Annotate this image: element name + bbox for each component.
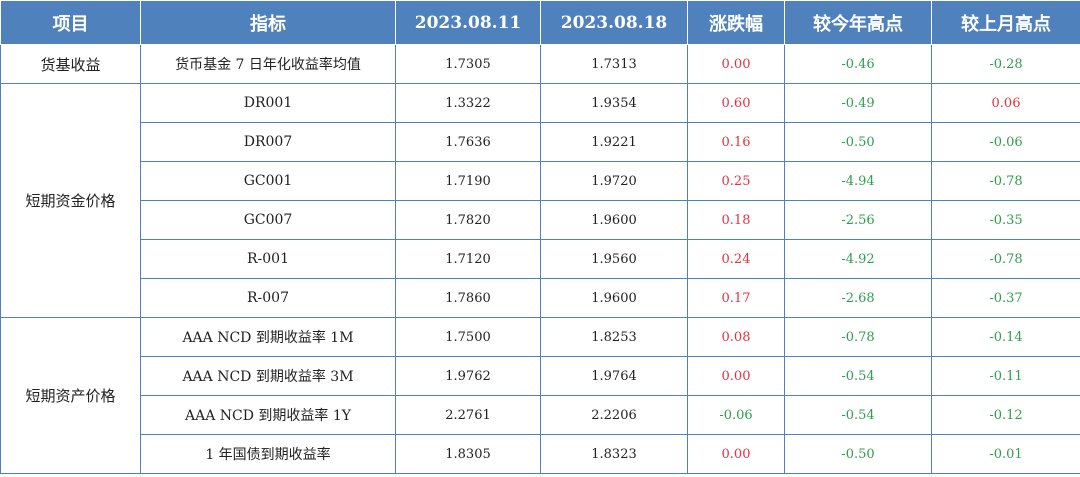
value-2023-08-18-cell: 1.9600 <box>540 200 688 240</box>
header-vs-month-high: 较上月高点 <box>931 0 1080 45</box>
vs-month-high-cell: -0.12 <box>931 395 1080 435</box>
indicator-cell: GC001 <box>140 161 396 201</box>
table-row: AAA NCD 到期收益率 3M 1.9762 1.9764 0.00 -0.54 -0.… <box>1 356 1080 396</box>
value-2023-08-18-cell: 1.9764 <box>540 356 688 396</box>
vs-month-high-cell: -0.28 <box>931 44 1080 84</box>
value-2023-08-11-cell: 1.7190 <box>395 161 541 201</box>
value-2023-08-11-cell: 2.2761 <box>395 395 541 435</box>
vs-month-high-cell: -0.78 <box>931 161 1080 201</box>
category-cell: 货基收益 <box>0 44 141 84</box>
value-2023-08-18-cell: 1.8253 <box>540 317 688 357</box>
header-date-1: 2023.08.11 <box>395 0 541 45</box>
value-2023-08-11-cell: 1.7636 <box>395 122 541 162</box>
change-cell: 0.00 <box>687 434 785 474</box>
header-date-2: 2023.08.18 <box>540 0 688 45</box>
value-2023-08-18-cell: 1.8323 <box>540 434 688 474</box>
vs-year-high-cell: -0.50 <box>784 434 932 474</box>
table-row: 1 年国债到期收益率 1.8305 1.8323 0.00 -0.50 -0.01 <box>1 434 1080 474</box>
value-2023-08-11-cell: 1.7120 <box>395 239 541 279</box>
change-cell: -0.06 <box>687 395 785 435</box>
vs-year-high-cell: -0.50 <box>784 122 932 162</box>
indicator-cell: R-007 <box>140 278 396 318</box>
vs-month-high-cell: -0.37 <box>931 278 1080 318</box>
indicator-cell: GC007 <box>140 200 396 240</box>
vs-month-high-cell: -0.14 <box>931 317 1080 357</box>
vs-year-high-cell: -4.92 <box>784 239 932 279</box>
vs-year-high-cell: -0.54 <box>784 395 932 435</box>
change-cell: 0.18 <box>687 200 785 240</box>
header-row: 项目 指标 2023.08.11 2023.08.18 涨跌幅 较今年高点 较上… <box>0 0 1080 45</box>
vs-month-high-cell: -0.06 <box>931 122 1080 162</box>
vs-month-high-cell: -0.01 <box>931 434 1080 474</box>
table-row: 短期资产价格 AAA NCD 到期收益率 1M 1.7500 1.8253 0.08 -0… <box>0 317 1080 474</box>
indicator-cell: AAA NCD 到期收益率 3M <box>140 356 396 396</box>
change-cell: 0.60 <box>687 83 785 123</box>
value-2023-08-11-cell: 1.7860 <box>395 278 541 318</box>
category-cell: 短期资金价格 <box>0 83 141 318</box>
change-cell: 0.17 <box>687 278 785 318</box>
vs-year-high-cell: -0.49 <box>784 83 932 123</box>
table-row: AAA NCD 到期收益率 1Y 2.2761 2.2206 -0.06 -0.54 -0… <box>1 395 1080 435</box>
value-2023-08-18-cell: 1.9720 <box>540 161 688 201</box>
table-row: R-007 1.7860 1.9600 0.17 -2.68 -0.37 <box>1 278 1080 318</box>
indicator-cell: DR007 <box>140 122 396 162</box>
value-2023-08-18-cell: 1.9221 <box>540 122 688 162</box>
value-2023-08-18-cell: 1.9354 <box>540 83 688 123</box>
change-cell: 0.16 <box>687 122 785 162</box>
vs-year-high-cell: -0.78 <box>784 317 932 357</box>
vs-year-high-cell: -0.54 <box>784 356 932 396</box>
change-cell: 0.24 <box>687 239 785 279</box>
table-row: GC007 1.7820 1.9600 0.18 -2.56 -0.35 <box>1 200 1080 240</box>
table-row: DR007 1.7636 1.9221 0.16 -0.50 -0.06 <box>1 122 1080 162</box>
value-2023-08-11-cell: 1.7500 <box>395 317 541 357</box>
indicator-cell: AAA NCD 到期收益率 1M <box>140 317 396 357</box>
value-2023-08-11-cell: 1.8305 <box>395 434 541 474</box>
value-2023-08-18-cell: 2.2206 <box>540 395 688 435</box>
value-2023-08-18-cell: 1.9600 <box>540 278 688 318</box>
value-2023-08-11-cell: 1.9762 <box>395 356 541 396</box>
change-cell: 0.25 <box>687 161 785 201</box>
indicator-cell: 1 年国债到期收益率 <box>140 434 396 474</box>
vs-month-high-cell: -0.35 <box>931 200 1080 240</box>
value-2023-08-18-cell: 1.7313 <box>540 44 688 84</box>
vs-year-high-cell: -4.94 <box>784 161 932 201</box>
indicator-cell: 货币基金 7 日年化收益率均值 <box>140 44 396 84</box>
vs-year-high-cell: -2.56 <box>784 200 932 240</box>
value-2023-08-18-cell: 1.9560 <box>540 239 688 279</box>
indicator-cell: R-001 <box>140 239 396 279</box>
indicator-cell: AAA NCD 到期收益率 1Y <box>140 395 396 435</box>
vs-month-high-cell: -0.78 <box>931 239 1080 279</box>
header-indicator: 指标 <box>140 0 396 45</box>
table-row: GC001 1.7190 1.9720 0.25 -4.94 -0.78 <box>1 161 1080 201</box>
value-2023-08-11-cell: 1.3322 <box>395 83 541 123</box>
change-cell: 0.00 <box>687 44 785 84</box>
table-row: 短期资金价格 DR001 1.3322 1.9354 0.60 -0.49 0.06 <box>0 83 1080 318</box>
table-row: 货基收益 货币基金 7 日年化收益率均值 1.7305 1.7313 0.00 -0.46… <box>0 44 1080 84</box>
vs-month-high-cell: -0.11 <box>931 356 1080 396</box>
value-2023-08-11-cell: 1.7305 <box>395 44 541 84</box>
vs-year-high-cell: -2.68 <box>784 278 932 318</box>
change-cell: 0.00 <box>687 356 785 396</box>
category-cell: 短期资产价格 <box>0 317 141 474</box>
vs-year-high-cell: -0.46 <box>784 44 932 84</box>
table-row: R-001 1.7120 1.9560 0.24 -4.92 -0.78 <box>1 239 1080 279</box>
vs-month-high-cell: 0.06 <box>931 83 1080 123</box>
indicator-cell: DR001 <box>140 83 396 123</box>
value-2023-08-11-cell: 1.7820 <box>395 200 541 240</box>
header-item: 项目 <box>0 0 141 45</box>
change-cell: 0.08 <box>687 317 785 357</box>
header-change: 涨跌幅 <box>687 0 785 45</box>
header-vs-year-high: 较今年高点 <box>784 0 932 45</box>
